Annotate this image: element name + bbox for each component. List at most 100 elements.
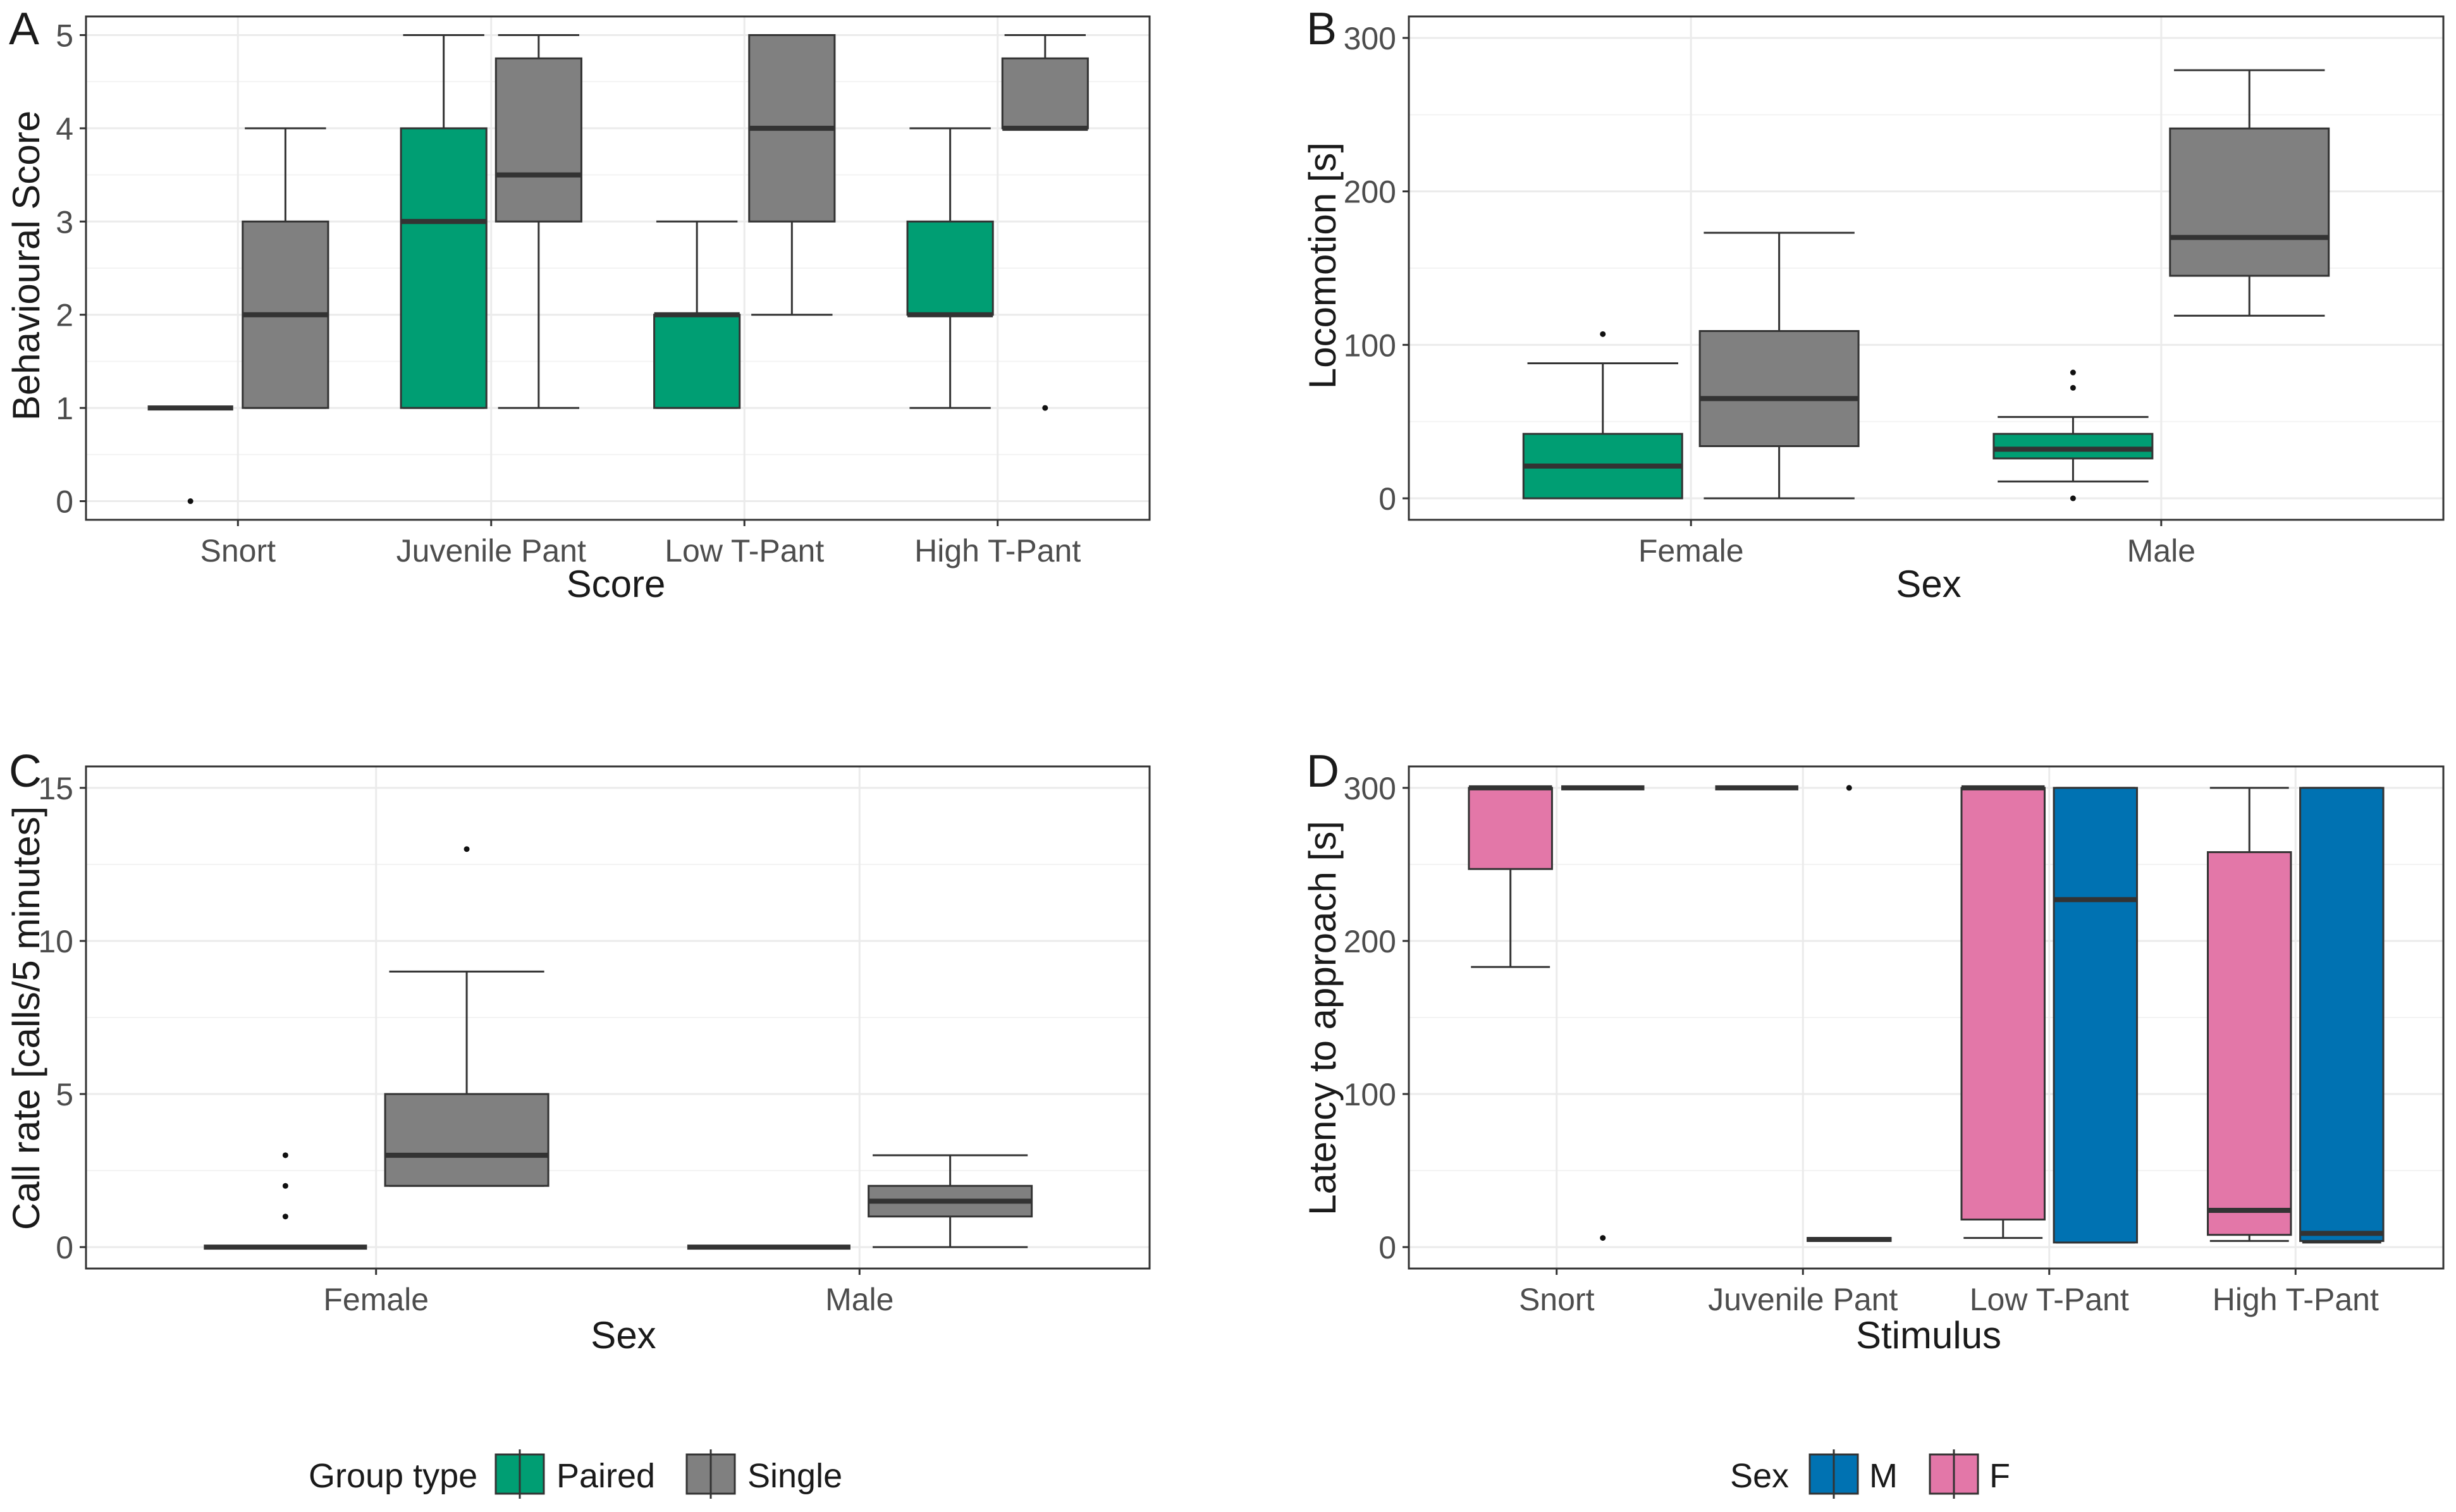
panel-letter-c: C [9,746,42,797]
box-male [2169,69,2330,317]
box-female [1522,331,1683,500]
panel-a-y-title: Behavioural Score [5,111,47,421]
panel-c-y-title: Call rate [calls/5 minutes] [5,806,47,1230]
box-juvenile-pant [400,34,488,409]
panel-letter-b: B [1306,4,1337,54]
panel-d: 0 100 200 300 Snort Juvenile Pant Low T-Pant Hi… [1344,765,2445,1317]
box-low-t-pant [1960,785,2046,1239]
box-high-t-pant [906,127,994,409]
outlier-point [1846,785,1852,791]
box-body [1992,433,2154,460]
y-tick-label: 300 [1344,771,1396,806]
outlier-point [2070,369,2076,376]
panel-b: 0 100 200 300 Female Male [1344,15,2445,569]
box-body [2053,787,2139,1244]
box-body [653,314,741,409]
box-body [1001,57,1089,130]
box-body [400,127,488,409]
y-tick-label: 200 [1344,924,1396,959]
y-tick-label: 4 [56,111,73,147]
outlier-point [282,1214,288,1220]
box-high-t-pant [1001,34,1089,411]
outlier-point [187,498,193,505]
box-female [1698,231,1860,500]
x-tick-label: Snort [200,533,276,569]
box-low-t-pant [653,220,741,409]
box-body [1468,787,1553,870]
box-juvenile-pant [1807,785,1892,1243]
box-body [1960,787,2046,1221]
legend-label-female: F [1989,1457,2010,1495]
y-tick-label: 3 [56,204,73,240]
series-single [242,34,1089,411]
y-tick-label: 100 [1344,1077,1396,1112]
y-tick-label: 0 [1378,481,1396,517]
panel-border [85,15,1151,521]
x-tick-label: Low T-Pant [1970,1282,2129,1317]
box-high-t-pant [2299,787,2385,1244]
series-single [384,846,1033,1248]
outlier-point [2070,495,2076,501]
y-tick-label: 0 [56,484,73,520]
x-tick-label: Snort [1519,1282,1595,1317]
panel-letter-d: D [1306,746,1339,797]
outlier-point [464,846,470,852]
box-body [906,220,994,316]
outlier-point [1600,1235,1606,1241]
x-tick-label: Male [2127,533,2195,569]
y-tick-label: 100 [1344,328,1396,363]
box-body [2207,851,2292,1236]
outlier-point [2070,384,2076,391]
y-tick-label: 2 [56,298,73,333]
y-tick-label: 200 [1344,175,1396,210]
legend-label-single: Single [747,1457,842,1495]
x-tick-label: Low T-Pant [665,533,824,569]
legend-label-paired: Paired [556,1457,655,1495]
outlier-point [282,1183,288,1189]
panel-b-x-title: Sex [1896,563,1961,605]
box-snort [147,405,233,505]
box-body [2299,787,2385,1242]
panel-d-y-title: Latency to approach [s] [1301,821,1344,1215]
box-male [1992,369,2154,501]
plot-layer: 0 1 2 3 4 5 Snort Juvenile Pant Low T-Pant High T… [38,15,2445,1317]
legend-label-male: M [1869,1457,1898,1495]
series-single [1698,69,2330,500]
box-body [2169,127,2330,277]
panel-border [1408,15,2445,521]
box-body [1698,330,1860,448]
outlier-point [282,1152,288,1159]
box-snort [1561,785,1645,1241]
box-high-t-pant [2207,787,2292,1242]
box-snort [1468,785,1553,968]
legend-group-type: Group type Paired Single [309,1449,842,1499]
panel-a: 0 1 2 3 4 5 Snort Juvenile Pant Low T-Pant High T… [56,15,1151,569]
outlier-point [1600,331,1606,337]
panel-border [85,765,1151,1270]
box-body [384,1093,550,1187]
box-female [204,1152,367,1250]
x-tick-label: Juvenile Pant [1708,1282,1898,1317]
y-tick-label: 5 [56,1077,73,1112]
series-f [1468,785,2292,1242]
box-snort [242,127,329,409]
y-tick-label: 15 [38,771,73,806]
series-paired [204,1152,850,1250]
y-tick-label: 0 [56,1230,73,1265]
panel-border [1408,765,2445,1270]
box-low-t-pant [748,34,836,316]
x-tick-label: High T-Pant [2213,1282,2379,1317]
box-male [868,1154,1033,1248]
series-paired [147,34,994,505]
outlier-point [1042,405,1048,411]
x-tick-label: High T-Pant [914,533,1081,569]
legend-sex-title: Sex [1730,1457,1789,1495]
panel-letter-a: A [9,4,39,54]
y-tick-label: 10 [38,924,73,959]
y-tick-label: 5 [56,18,73,53]
x-tick-label: Male [825,1282,893,1317]
panel-c: 0 5 10 15 Female Male [38,765,1151,1317]
series-paired [1522,331,2154,501]
y-tick-label: 1 [56,391,73,426]
